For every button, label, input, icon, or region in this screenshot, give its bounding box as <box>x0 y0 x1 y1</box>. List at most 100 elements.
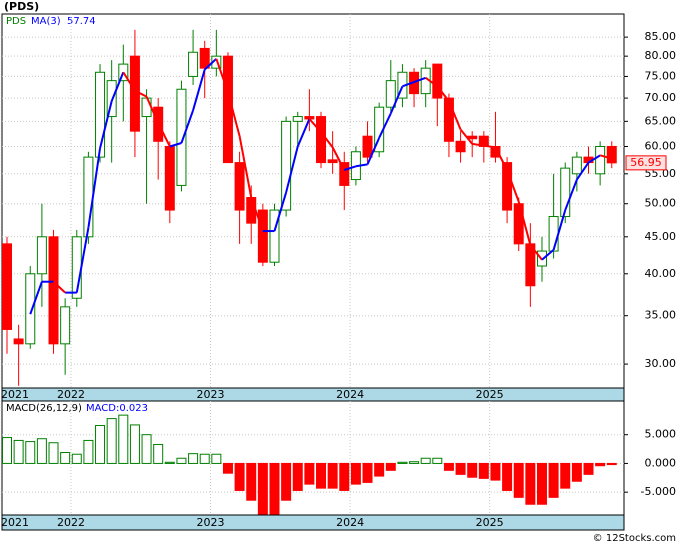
macd-bar <box>502 462 513 491</box>
candle-body <box>188 51 199 77</box>
ma-line-segment <box>110 71 125 102</box>
ma-line-segment <box>296 118 311 147</box>
macd-bar <box>327 462 338 489</box>
macd-bar <box>490 462 501 481</box>
macd-bar <box>432 457 443 464</box>
macd-bar <box>397 461 408 464</box>
ma-line-segment <box>52 280 66 294</box>
macd-bar <box>211 453 222 464</box>
x-tick-label: 2021 <box>1 388 29 401</box>
candle-body <box>246 197 257 224</box>
macd-bar <box>409 461 420 464</box>
ma-line-segment <box>459 128 473 145</box>
x-tick-label: 2025 <box>476 516 504 529</box>
candle-body <box>281 120 292 211</box>
macd-bar <box>176 457 187 464</box>
macd-bar <box>199 453 210 464</box>
y-tick-label: 45.00 <box>645 230 677 243</box>
candle-body <box>25 273 36 345</box>
candle-body <box>36 236 47 275</box>
ma-line-segment <box>541 249 555 261</box>
ma-line-segment <box>87 148 102 228</box>
ma-line-segment <box>227 91 241 137</box>
y-tick-label: 65.00 <box>645 114 677 127</box>
x-tick-label: 2022 <box>57 516 85 529</box>
ma-line-segment <box>436 85 450 102</box>
ma-line-segment <box>145 96 160 124</box>
y-tick-label: -5.000 <box>641 485 676 498</box>
last-price-label: 56.95 <box>630 156 662 169</box>
candle-body <box>304 116 315 120</box>
x-axis-strip <box>1 514 625 531</box>
legend-entry: MA(3) <box>31 16 61 27</box>
macd-bar <box>560 462 571 489</box>
y-tick-label: 80.00 <box>645 49 677 62</box>
candle-body <box>316 116 327 164</box>
x-axis-strip <box>1 387 625 402</box>
footer: © 12Stocks.com <box>593 533 676 544</box>
ma-line-segment <box>425 77 438 88</box>
x-tick-label: 2023 <box>197 516 225 529</box>
candle-body <box>560 167 571 218</box>
macd-bar <box>281 462 292 501</box>
candle-body <box>502 162 513 211</box>
macd-bar <box>153 443 164 464</box>
candle-body <box>2 243 12 330</box>
candle-body <box>269 209 280 263</box>
macd-bar <box>478 462 489 479</box>
candle-body <box>129 55 140 132</box>
macd-bar <box>118 414 129 464</box>
candle-body <box>362 135 373 158</box>
macd-bar <box>420 457 431 464</box>
ma-line-segment <box>587 154 601 164</box>
ma-line-segment <box>378 112 392 139</box>
candle-body <box>176 88 187 186</box>
y-tick-label: 5.000 <box>645 428 677 441</box>
candle-body <box>257 209 268 263</box>
candle-body <box>595 145 606 175</box>
macd-bar <box>525 462 536 505</box>
legend-entry: PDS <box>6 16 26 27</box>
candle-body <box>199 47 210 69</box>
macd-bar <box>467 462 478 478</box>
ma-line-segment <box>75 227 90 293</box>
ma-line-segment <box>599 154 613 160</box>
ma-line-segment <box>273 192 288 232</box>
macd-title: MACD(26,12,9) <box>6 403 82 414</box>
y-tick-label: 0.000 <box>645 456 677 469</box>
macd-bar <box>13 439 24 464</box>
ma-line-segment <box>180 109 195 144</box>
candle-body <box>548 216 559 252</box>
ma-line-segment <box>285 146 299 193</box>
x-tick-label: 2024 <box>336 516 364 529</box>
x-tick-label: 2022 <box>57 388 85 401</box>
macd-subtitle: MACD:0.023 <box>86 403 148 414</box>
candle-body <box>234 162 245 211</box>
x-tick-label: 2023 <box>197 388 225 401</box>
candle-body <box>222 55 233 164</box>
ma-line-segment <box>157 122 171 147</box>
x-tick-label: 2025 <box>476 388 504 401</box>
macd-bar <box>583 462 594 475</box>
macd-bar <box>222 462 233 474</box>
macd-bar <box>95 424 106 464</box>
ma-line-segment <box>122 71 136 92</box>
macd-bar <box>513 462 524 498</box>
ma-line-segment <box>343 165 357 171</box>
y-tick-label: 30.00 <box>645 357 677 370</box>
ma-line-segment <box>134 89 148 98</box>
macd-bar <box>106 418 117 464</box>
ma-line-segment <box>506 169 520 202</box>
ma-line-segment <box>448 100 462 130</box>
last-price-box <box>625 155 667 171</box>
macd-bar <box>71 453 82 464</box>
y-tick-label: 75.00 <box>645 69 677 82</box>
macd-bar <box>141 434 152 464</box>
macd-bar <box>234 462 245 491</box>
candle-body <box>432 63 443 99</box>
ma-line-segment <box>238 136 253 198</box>
ma-line-segment <box>331 146 346 171</box>
ma-line-segment <box>204 58 218 71</box>
